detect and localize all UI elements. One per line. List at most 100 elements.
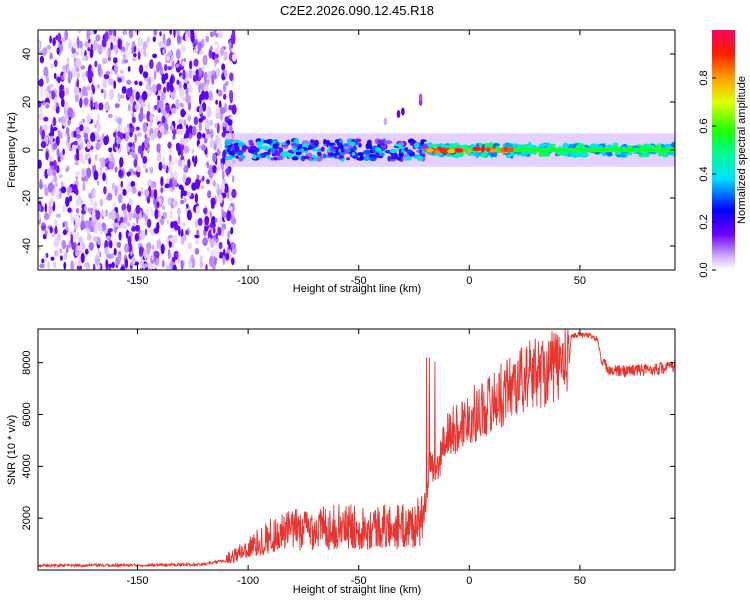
snr-line <box>38 329 675 569</box>
noise-speckle <box>67 119 71 126</box>
band-blob <box>389 148 398 154</box>
noise-speckle <box>62 148 65 156</box>
noise-speckle <box>89 47 94 59</box>
noise-speckle <box>179 87 185 99</box>
noise-speckle <box>204 90 209 100</box>
noise-speckle <box>51 233 56 238</box>
noise-speckle <box>197 217 203 226</box>
noise-speckle <box>76 72 81 79</box>
noise-speckle <box>126 87 132 98</box>
noise-speckle <box>184 32 189 42</box>
noise-speckle <box>196 131 202 140</box>
noise-speckle <box>206 161 210 169</box>
noise-speckle <box>227 230 230 240</box>
noise-speckle <box>39 263 45 269</box>
noise-speckle <box>135 126 140 131</box>
noise-speckle <box>180 159 185 169</box>
noise-speckle <box>131 186 137 194</box>
noise-speckle <box>163 75 166 85</box>
noise-speckle <box>175 252 179 257</box>
band-blob <box>295 151 302 156</box>
noise-speckle <box>167 66 173 71</box>
y-tick-label: -20 <box>21 190 33 206</box>
noise-speckle <box>93 200 98 210</box>
spectrogram-x-label: Height of straight line (km) <box>293 283 421 295</box>
noise-speckle <box>62 65 66 71</box>
noise-speckle <box>134 80 138 86</box>
noise-speckle <box>85 90 89 97</box>
band-blob <box>524 143 529 148</box>
noise-speckle <box>117 38 121 49</box>
noise-speckle <box>65 167 69 173</box>
noise-speckle <box>222 255 226 266</box>
noise-speckle <box>65 244 71 249</box>
noise-speckle <box>66 142 71 148</box>
noise-speckle <box>199 105 203 115</box>
noise-speckle <box>57 32 62 43</box>
noise-speckle <box>86 30 90 41</box>
noise-speckle <box>228 206 233 211</box>
noise-speckle <box>52 142 58 150</box>
band-blob <box>365 143 370 150</box>
noise-speckle <box>94 60 98 68</box>
noise-speckle <box>146 218 152 228</box>
noise-speckle <box>214 58 220 64</box>
noise-speckle <box>107 113 113 119</box>
band-blob <box>313 139 319 147</box>
noise-speckle <box>162 156 166 166</box>
noise-speckle <box>88 242 95 251</box>
band-blob <box>282 145 289 149</box>
noise-speckle <box>228 104 233 111</box>
noise-speckle <box>185 229 189 235</box>
noise-speckle <box>97 236 101 246</box>
noise-speckle <box>114 103 120 109</box>
band-blob <box>224 156 233 161</box>
x-tick-label: 0 <box>466 275 472 287</box>
noise-speckle <box>86 167 92 179</box>
noise-speckle <box>189 60 193 70</box>
noise-speckle <box>82 182 86 192</box>
band-blob <box>235 155 239 159</box>
noise-speckle <box>100 88 104 94</box>
peak-blob <box>447 149 456 154</box>
noise-speckle <box>79 124 84 132</box>
band-blob <box>270 157 275 161</box>
noise-speckle <box>38 159 42 169</box>
noise-speckle <box>134 104 139 110</box>
noise-speckle <box>105 228 108 234</box>
noise-speckle <box>128 211 133 221</box>
noise-speckle <box>230 226 234 235</box>
band-blob <box>311 148 318 152</box>
noise-speckle <box>161 259 165 268</box>
noise-speckle <box>224 69 228 79</box>
noise-speckle <box>143 49 147 57</box>
band-blob <box>316 156 322 162</box>
noise-speckle <box>40 86 44 98</box>
band-blob <box>413 142 420 149</box>
y-tick-label: 0 <box>21 147 33 153</box>
noise-speckle <box>221 228 225 237</box>
noise-speckle <box>218 217 223 228</box>
peak-blob <box>488 148 497 153</box>
chart-title: C2E2.2026.090.12.45.R18 <box>280 3 434 18</box>
noise-speckle <box>160 176 164 187</box>
noise-speckle <box>130 146 135 151</box>
noise-speckle <box>125 229 130 239</box>
noise-speckle <box>72 143 78 151</box>
noise-speckle <box>145 208 149 216</box>
noise-speckle <box>96 248 100 259</box>
noise-speckle <box>202 175 205 181</box>
noise-speckle <box>50 256 55 261</box>
noise-speckle <box>75 133 82 140</box>
band-blob <box>671 141 675 149</box>
noise-speckle <box>153 70 157 80</box>
noise-speckle <box>144 250 148 260</box>
noise-speckle <box>43 212 50 220</box>
snr-axes: -150 -100 -50 0 50 2000 4000 6000 8000 <box>21 329 675 587</box>
noise-speckle <box>209 31 215 38</box>
band-blob <box>352 145 357 151</box>
noise-speckle <box>62 122 67 127</box>
noise-speckle <box>137 191 142 197</box>
band-blob <box>303 155 310 160</box>
colorbar-gradient <box>712 30 735 270</box>
